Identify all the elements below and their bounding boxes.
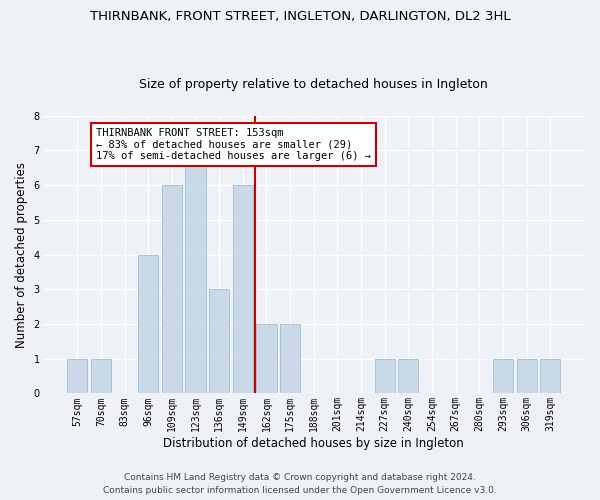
Bar bbox=[398, 358, 418, 394]
Bar bbox=[233, 185, 253, 394]
Bar bbox=[540, 358, 560, 394]
Y-axis label: Number of detached properties: Number of detached properties bbox=[15, 162, 28, 348]
Bar bbox=[517, 358, 536, 394]
Text: THIRNBANK, FRONT STREET, INGLETON, DARLINGTON, DL2 3HL: THIRNBANK, FRONT STREET, INGLETON, DARLI… bbox=[89, 10, 511, 23]
Bar bbox=[209, 290, 229, 394]
Bar bbox=[185, 150, 206, 394]
Bar bbox=[162, 185, 182, 394]
Bar bbox=[91, 358, 111, 394]
Bar bbox=[138, 254, 158, 394]
Text: Contains HM Land Registry data © Crown copyright and database right 2024.
Contai: Contains HM Land Registry data © Crown c… bbox=[103, 474, 497, 495]
Bar bbox=[374, 358, 395, 394]
Bar bbox=[256, 324, 277, 394]
Title: Size of property relative to detached houses in Ingleton: Size of property relative to detached ho… bbox=[139, 78, 488, 91]
Bar bbox=[493, 358, 513, 394]
Text: THIRNBANK FRONT STREET: 153sqm
← 83% of detached houses are smaller (29)
17% of : THIRNBANK FRONT STREET: 153sqm ← 83% of … bbox=[96, 128, 371, 161]
Bar bbox=[67, 358, 88, 394]
Bar bbox=[280, 324, 300, 394]
X-axis label: Distribution of detached houses by size in Ingleton: Distribution of detached houses by size … bbox=[163, 437, 464, 450]
